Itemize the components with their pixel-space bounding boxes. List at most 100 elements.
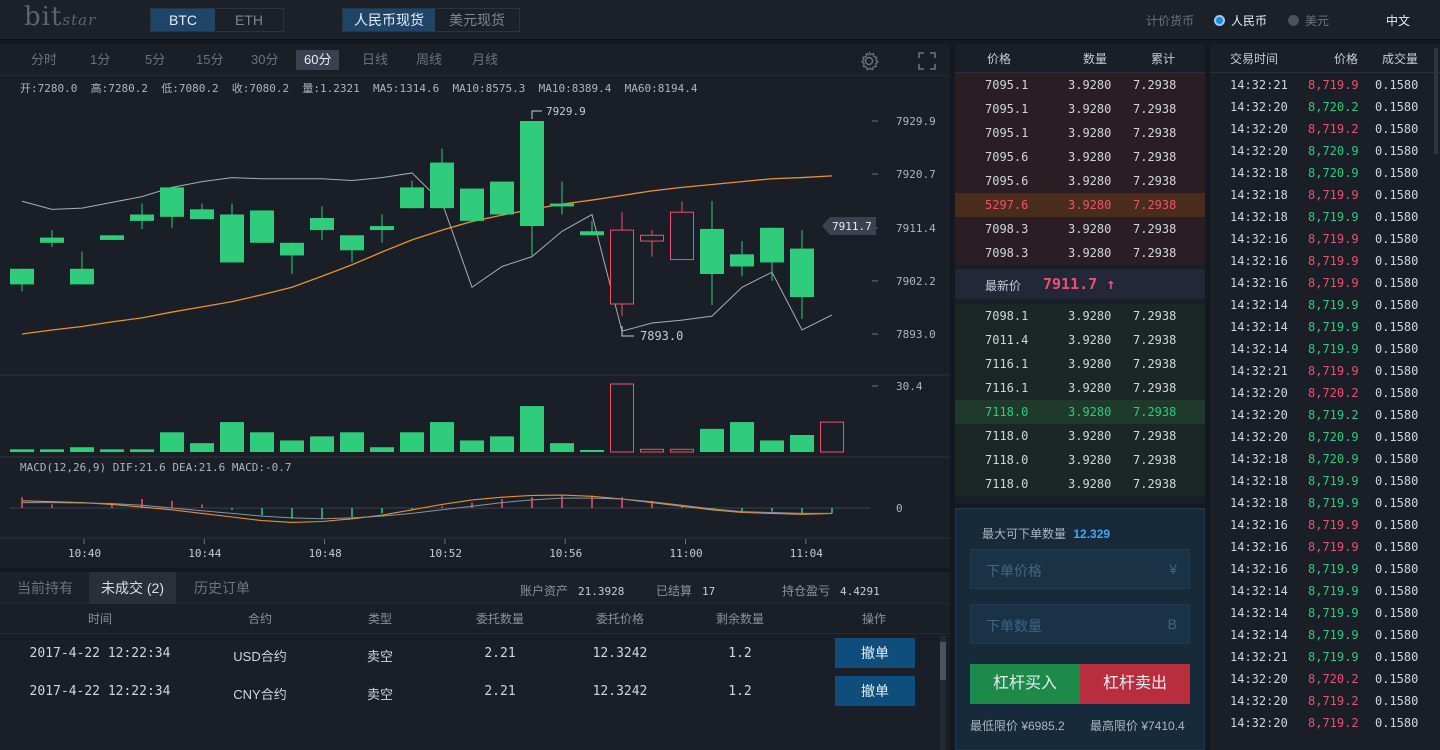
bid-row[interactable]: 7011.4 3.9280 7.2938 [955,328,1205,352]
margin-buy-button[interactable]: 杠杆买入 [970,664,1080,704]
volume-bar [250,432,274,452]
trade-row: 14:32:14 8,719.9 0.1580 [1210,580,1440,602]
bid-row[interactable]: 7118.0 3.9280 7.2938 [955,400,1205,424]
low-marker [621,326,634,337]
margin-sell-button[interactable]: 杠杆卖出 [1080,664,1190,704]
trade-time: 14:32:16 [1230,254,1288,268]
table-row: 2017-4-22 12:22:34 CNY合约 卖空 2.21 12.3242… [0,672,950,710]
radio-usd[interactable]: 美元 [1288,12,1329,29]
ask-price: 7095.1 [985,126,1029,140]
fullscreen-icon[interactable] [918,52,936,70]
orders-scrollbar[interactable] [940,636,946,750]
trade-time: 14:32:20 [1230,144,1288,158]
tab-history[interactable]: 历史订单 [194,580,250,596]
candle-body [550,203,574,207]
bid-qty: 3.9280 [1068,405,1112,419]
trade-time: 14:32:20 [1230,408,1288,422]
ask-row[interactable]: 7098.3 3.9280 7.2938 [955,217,1205,241]
tab-cny-spot[interactable]: 人民币现货 [343,9,435,31]
tab-holdings[interactable]: 当前持有 [17,580,73,596]
candle-body [400,187,424,209]
trade-price: 8,719.9 [1308,232,1359,246]
cancel-order-button[interactable]: 撤单 [835,676,915,706]
trade-volume: 0.1580 [1375,650,1419,664]
tab-usd-spot[interactable]: 美元现货 [449,12,505,28]
trades-scrollbar[interactable] [1434,48,1438,154]
bid-row[interactable]: 7116.1 3.9280 7.2938 [955,376,1205,400]
trade-row: 14:32:14 8,719.9 0.1580 [1210,602,1440,624]
ask-row[interactable]: 5297.6 3.9280 7.2938 [955,193,1205,217]
col-action: 操作 [861,612,887,626]
bid-row[interactable]: 7118.0 3.9280 7.2938 [955,424,1205,448]
tab-open-orders[interactable]: 未成交 (2) [89,572,176,604]
trade-price: 8,720.9 [1308,452,1359,466]
order-price-input[interactable]: 下单价格 ¥ [970,549,1190,589]
bid-row[interactable]: 7118.0 3.9280 7.2938 [955,448,1205,472]
ask-qty: 3.9280 [1068,126,1112,140]
ask-price: 7098.3 [985,222,1029,236]
candle-body [730,254,754,267]
bid-sum: 7.2938 [1133,309,1177,323]
tf-1m[interactable]: 1分 [90,52,111,67]
ask-row[interactable]: 7098.3 3.9280 7.2938 [955,241,1205,265]
trade-price: 8,719.9 [1308,606,1359,620]
ask-row[interactable]: 7095.6 3.9280 7.2938 [955,169,1205,193]
bid-sum: 7.2938 [1133,429,1177,443]
language-switch[interactable]: 中文 [1386,14,1411,28]
stat-unrealized-pnl: 持仓盈亏 4.4291 [782,584,880,598]
bid-row[interactable]: 7116.1 3.9280 7.2938 [955,352,1205,376]
ask-row[interactable]: 7095.1 3.9280 7.2938 [955,121,1205,145]
ask-sum: 7.2938 [1133,102,1177,116]
ask-sum: 7.2938 [1133,174,1177,188]
trade-price: 8,719.9 [1308,474,1359,488]
tf-5m[interactable]: 5分 [145,52,166,67]
bid-row[interactable]: 7118.0 3.9280 7.2938 [955,472,1205,496]
tab-eth[interactable]: ETH [235,12,263,28]
trade-row: 14:32:21 8,719.9 0.1580 [1210,360,1440,382]
tf-30m[interactable]: 30分 [251,52,279,67]
trade-volume: 0.1580 [1375,474,1419,488]
volume-bar [310,436,334,452]
tf-tick[interactable]: 分时 [31,52,58,67]
price-tick-label: 7902.2 [896,275,936,288]
candle-body [190,209,214,220]
bid-qty: 3.9280 [1068,333,1112,347]
volume-bar [100,449,124,452]
trade-time: 14:32:18 [1230,188,1288,202]
tf-week[interactable]: 周线 [416,52,443,67]
recent-trades: 交易时间 价格 成交量 14:32:21 8,719.9 0.1580 14:32:2… [1210,44,1440,750]
tf-month[interactable]: 月线 [472,52,499,67]
trade-row: 14:32:16 8,719.9 0.1580 [1210,558,1440,580]
col-time: 时间 [87,612,113,626]
settings-gear-icon[interactable] [858,50,880,72]
tab-btc[interactable]: BTC [151,9,215,31]
ask-row[interactable]: 7095.6 3.9280 7.2938 [955,145,1205,169]
trade-price: 8,719.9 [1308,518,1359,532]
cancel-order-button[interactable]: 撤单 [835,638,915,668]
candle-body [10,268,34,285]
trade-price: 8,719.9 [1308,650,1359,664]
trade-volume: 0.1580 [1375,254,1419,268]
tf-60m[interactable]: 60分 [296,50,340,70]
trade-time: 14:32:20 [1230,430,1288,444]
bid-row[interactable]: 7098.1 3.9280 7.2938 [955,304,1205,328]
ask-row[interactable]: 7095.1 3.9280 7.2938 [955,97,1205,121]
chart-panel: 分时 1分 5分 15分 30分 60分 日线 周线 月线 开:7280.0 高… [0,44,950,568]
trade-row: 14:32:20 8,719.2 0.1580 [1210,712,1440,734]
tf-day[interactable]: 日线 [362,52,389,67]
trade-time: 14:32:18 [1230,496,1288,510]
ask-row[interactable]: 7095.1 3.9280 7.2938 [955,73,1205,97]
bid-price: 7118.0 [985,405,1029,419]
trade-row: 14:32:14 8,719.9 0.1580 [1210,294,1440,316]
candle-body [370,226,394,231]
ask-price: 5297.6 [985,198,1029,212]
bitcoin-icon: B [1167,616,1177,632]
tf-15m[interactable]: 15分 [196,52,224,67]
order-qty-input[interactable]: 下单数量 B [970,604,1190,644]
scrollbar-thumb[interactable] [940,642,946,680]
trade-time: 14:32:14 [1230,320,1288,334]
trade-row: 14:32:16 8,719.9 0.1580 [1210,272,1440,294]
radio-cny[interactable]: 人民币 [1214,12,1267,29]
col-contract: 合约 [247,612,273,626]
bid-sum: 7.2938 [1133,405,1177,419]
